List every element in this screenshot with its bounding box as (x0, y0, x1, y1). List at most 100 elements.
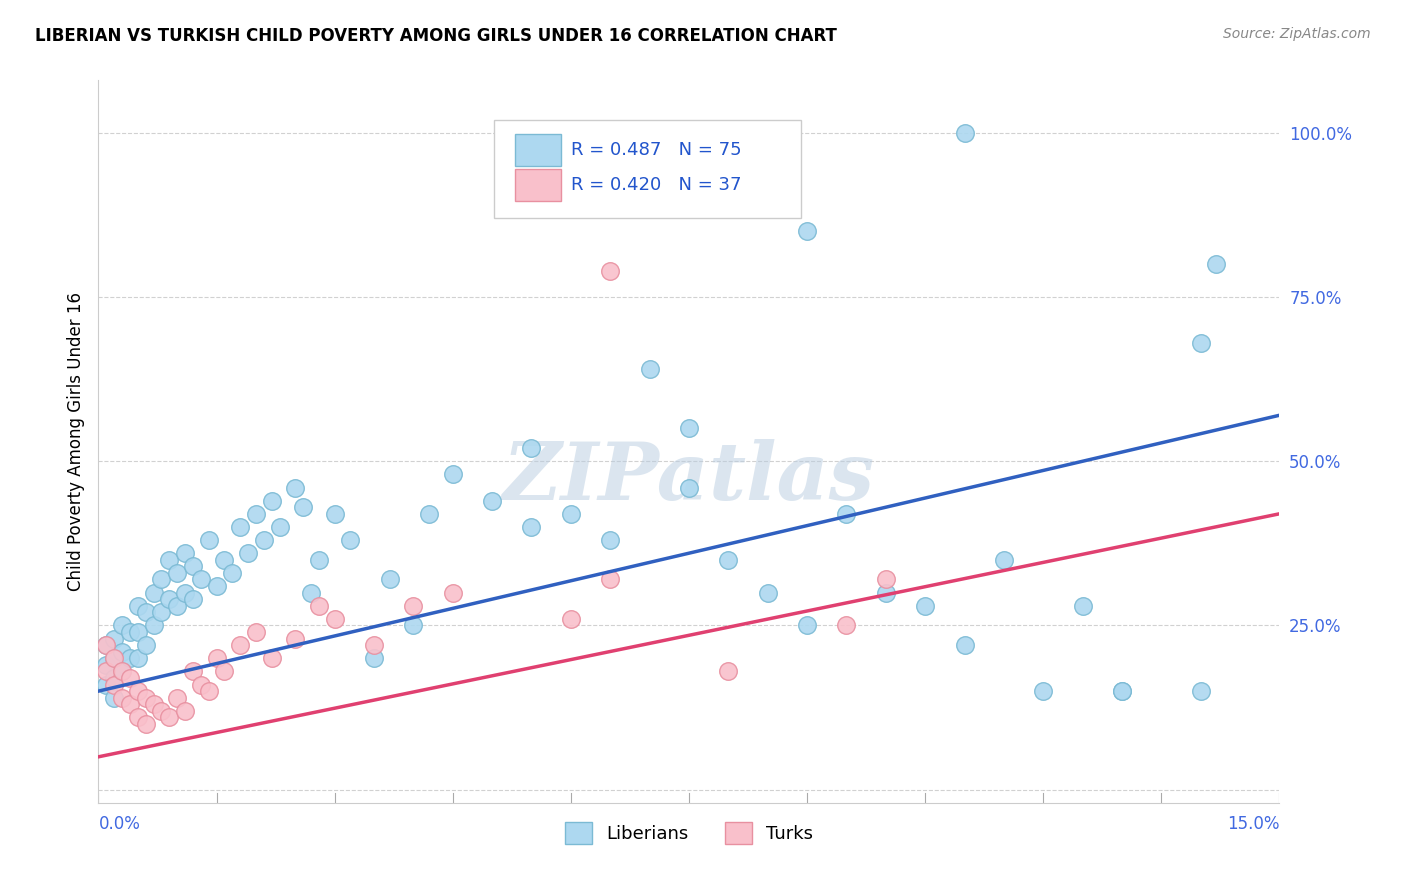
Point (127, 599, 149, 613)
Point (118, 625, 141, 640)
Point (953, 638, 976, 652)
Point (1032, 684, 1054, 698)
Point (96, 638, 118, 652)
Point (560, 507, 582, 521)
Point (142, 618, 165, 632)
Point (520, 441, 543, 455)
Point (796, 224, 818, 238)
Point (103, 651, 125, 665)
Point (284, 632, 307, 646)
Point (96, 657, 118, 672)
Point (96, 677, 118, 691)
Point (756, 585, 779, 599)
Point (520, 520, 543, 534)
Point (157, 592, 180, 607)
Point (299, 585, 322, 599)
Legend: Liberians, Turks: Liberians, Turks (558, 815, 820, 852)
Point (441, 585, 464, 599)
Point (599, 573, 621, 587)
Point (111, 645, 134, 659)
Point (127, 710, 149, 724)
Point (150, 704, 173, 718)
Point (103, 632, 125, 646)
Point (190, 573, 212, 587)
FancyBboxPatch shape (516, 169, 561, 201)
Point (481, 493, 503, 508)
Point (835, 618, 858, 632)
Point (560, 612, 582, 626)
Point (245, 625, 267, 640)
Point (1189, 336, 1212, 351)
Point (796, 618, 818, 632)
Point (135, 690, 157, 705)
Point (236, 546, 259, 560)
Point (142, 585, 165, 599)
Point (96, 665, 118, 679)
Point (441, 467, 464, 482)
Point (875, 585, 897, 599)
Point (245, 507, 267, 521)
Point (284, 481, 307, 495)
Point (150, 573, 173, 587)
Point (142, 698, 165, 712)
Point (1111, 684, 1133, 698)
Point (157, 553, 180, 567)
Point (269, 520, 291, 534)
Point (96, 638, 118, 652)
Point (181, 592, 204, 607)
Point (127, 684, 149, 698)
Point (205, 579, 228, 593)
Point (363, 651, 385, 665)
Text: Source: ZipAtlas.com: Source: ZipAtlas.com (1223, 27, 1371, 41)
Point (205, 651, 228, 665)
Point (174, 704, 197, 718)
FancyBboxPatch shape (494, 120, 801, 218)
FancyBboxPatch shape (516, 135, 561, 166)
Point (1111, 684, 1133, 698)
Point (103, 690, 125, 705)
Text: 15.0%: 15.0% (1227, 815, 1279, 833)
Point (118, 671, 141, 685)
Point (103, 651, 125, 665)
Text: R = 0.420   N = 37: R = 0.420 N = 37 (571, 176, 741, 194)
Point (1205, 257, 1227, 271)
Point (157, 710, 180, 724)
Point (166, 690, 188, 705)
Point (214, 665, 236, 679)
Point (953, 126, 976, 140)
Point (875, 573, 897, 587)
Point (197, 533, 219, 547)
Point (363, 638, 385, 652)
Point (339, 533, 361, 547)
Text: LIBERIAN VS TURKISH CHILD POVERTY AMONG GIRLS UNDER 16 CORRELATION CHART: LIBERIAN VS TURKISH CHILD POVERTY AMONG … (35, 27, 837, 45)
Point (229, 638, 252, 652)
Point (111, 665, 134, 679)
Point (308, 553, 330, 567)
Point (118, 651, 141, 665)
Text: 0.0%: 0.0% (98, 815, 141, 833)
Point (127, 651, 149, 665)
Point (111, 618, 134, 632)
Point (717, 553, 740, 567)
Point (174, 546, 197, 560)
Text: R = 0.487   N = 75: R = 0.487 N = 75 (571, 141, 741, 160)
Point (993, 553, 1015, 567)
Point (1071, 599, 1094, 613)
Point (835, 507, 858, 521)
Point (214, 553, 236, 567)
Point (914, 599, 936, 613)
Point (678, 481, 700, 495)
Point (402, 599, 425, 613)
Point (418, 507, 440, 521)
Point (103, 677, 125, 691)
Point (292, 500, 315, 515)
Point (599, 533, 621, 547)
Point (221, 566, 243, 580)
Point (150, 605, 173, 619)
Point (402, 618, 425, 632)
Point (253, 533, 276, 547)
Point (378, 573, 401, 587)
Point (260, 651, 283, 665)
Point (118, 698, 141, 712)
Point (323, 612, 346, 626)
